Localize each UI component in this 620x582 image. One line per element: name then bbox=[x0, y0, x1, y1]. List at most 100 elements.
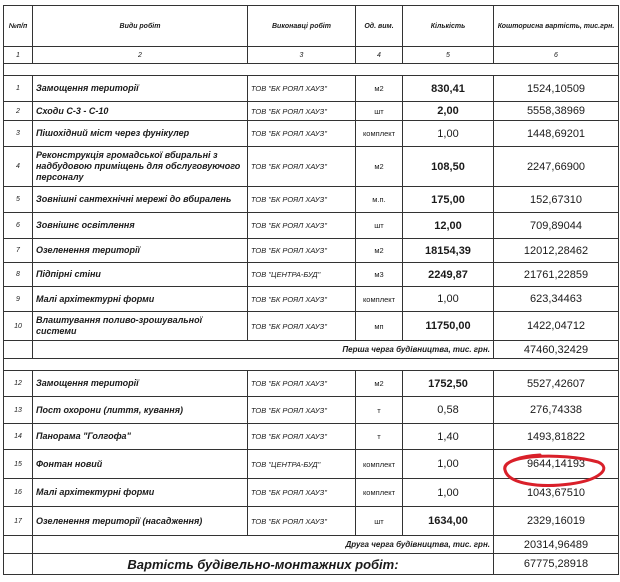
header-cost: Кошторисна вартість, тис.грн. bbox=[493, 5, 619, 47]
row-number: 13 bbox=[3, 396, 33, 424]
header-quantity: Кількість bbox=[402, 5, 494, 47]
contractor: ТОВ "ЦЕНТРА-БУД" bbox=[247, 262, 356, 287]
contractor: ТОВ "БК РОЯЛ ХАУЗ" bbox=[247, 212, 356, 239]
total-value: 67775,28918 bbox=[493, 553, 619, 575]
header-number: №п/п bbox=[3, 5, 33, 47]
estimated-cost: 2247,66900 bbox=[493, 146, 619, 187]
estimated-cost: 5558,38969 bbox=[493, 101, 619, 121]
unit: м2 bbox=[355, 75, 403, 102]
work-type: Пост охорони (лиття, кування) bbox=[32, 396, 248, 424]
quantity: 1,00 bbox=[402, 478, 494, 507]
unit: м2 bbox=[355, 238, 403, 263]
contractor: ТОВ "БК РОЯЛ ХАУЗ" bbox=[247, 286, 356, 312]
estimated-cost: 709,89044 bbox=[493, 212, 619, 239]
contractor: ТОВ "БК РОЯЛ ХАУЗ" bbox=[247, 423, 356, 450]
blank-cell bbox=[3, 340, 33, 359]
work-type: Фонтан новий bbox=[32, 449, 248, 479]
work-type: Підпірні стіни bbox=[32, 262, 248, 287]
work-type: Пішохідний міст через фунікулер bbox=[32, 120, 248, 147]
blank-cell bbox=[3, 535, 33, 554]
contractor: ТОВ "БК РОЯЛ ХАУЗ" bbox=[247, 478, 356, 507]
estimated-cost: 21761,22859 bbox=[493, 262, 619, 287]
header-contractor: Виконавці робіт bbox=[247, 5, 356, 47]
cost-estimate-table: №п/п Види робіт Виконавці робіт Од. вим.… bbox=[3, 5, 619, 575]
table-row: 4 Реконструкція громадської вбиральні з н… bbox=[3, 146, 619, 187]
estimated-cost: 5527,42607 bbox=[493, 370, 619, 397]
column-number: 2 bbox=[32, 46, 248, 64]
subtotal-row: Перша черга будівництва, тис. грн. 47460,… bbox=[3, 340, 619, 359]
total-row: Вартість будівельно-монтажних робіт: 6777… bbox=[3, 553, 619, 575]
quantity: 830,41 bbox=[402, 75, 494, 102]
unit: т bbox=[355, 423, 403, 450]
table-row: 2 Сходи С-3 - С-10 ТОВ "БК РОЯЛ ХАУЗ" шт 2,0… bbox=[3, 101, 619, 121]
estimated-cost: 152,67310 bbox=[493, 186, 619, 213]
table-row: 5 Зовнішні сантехнічні мережі до вбирален… bbox=[3, 186, 619, 213]
contractor: ТОВ "БК РОЯЛ ХАУЗ" bbox=[247, 75, 356, 102]
row-number: 14 bbox=[3, 423, 33, 450]
quantity: 1752,50 bbox=[402, 370, 494, 397]
unit: м2 bbox=[355, 146, 403, 187]
work-type: Панорама "Голгофа" bbox=[32, 423, 248, 450]
table-row: 1 Замощення території ТОВ "БК РОЯЛ ХАУЗ" м2… bbox=[3, 75, 619, 102]
blank-cell bbox=[3, 358, 619, 371]
quantity: 18154,39 bbox=[402, 238, 494, 263]
spacer-row bbox=[3, 358, 619, 371]
row-number: 3 bbox=[3, 120, 33, 147]
quantity: 11750,00 bbox=[402, 311, 494, 341]
table-row: 8 Підпірні стіни ТОВ "ЦЕНТРА-БУД" м3 2249,87… bbox=[3, 262, 619, 287]
subtotal-label: Перша черга будівництва, тис. грн. bbox=[32, 340, 494, 359]
total-label: Вартість будівельно-монтажних робіт: bbox=[32, 553, 494, 575]
work-type: Сходи С-3 - С-10 bbox=[32, 101, 248, 121]
estimated-cost: 9644,14193 bbox=[493, 449, 619, 479]
quantity: 1,40 bbox=[402, 423, 494, 450]
row-number: 5 bbox=[3, 186, 33, 213]
work-type: Озеленення території (насадження) bbox=[32, 506, 248, 536]
unit: шт bbox=[355, 506, 403, 536]
contractor: ТОВ "ЦЕНТРА-БУД" bbox=[247, 449, 356, 479]
spacer-row bbox=[3, 63, 619, 76]
quantity: 1,00 bbox=[402, 286, 494, 312]
quantity: 1,00 bbox=[402, 449, 494, 479]
unit: комплект bbox=[355, 286, 403, 312]
column-number-row: 1 2 3 4 5 6 bbox=[3, 46, 619, 64]
quantity: 175,00 bbox=[402, 186, 494, 213]
contractor: ТОВ "БК РОЯЛ ХАУЗ" bbox=[247, 146, 356, 187]
subtotal-value: 47460,32429 bbox=[493, 340, 619, 359]
table-row: 14 Панорама "Голгофа" ТОВ "БК РОЯЛ ХАУЗ" т 1… bbox=[3, 423, 619, 450]
unit: т bbox=[355, 396, 403, 424]
unit: комплект bbox=[355, 478, 403, 507]
header-work: Види робіт bbox=[32, 5, 248, 47]
unit: м.п. bbox=[355, 186, 403, 213]
quantity: 0,58 bbox=[402, 396, 494, 424]
row-number: 15 bbox=[3, 449, 33, 479]
table-row: 17 Озеленення території (насадження) ТОВ "… bbox=[3, 506, 619, 536]
contractor: ТОВ "БК РОЯЛ ХАУЗ" bbox=[247, 396, 356, 424]
unit: шт bbox=[355, 101, 403, 121]
contractor: ТОВ "БК РОЯЛ ХАУЗ" bbox=[247, 370, 356, 397]
unit: мп bbox=[355, 311, 403, 341]
row-number: 2 bbox=[3, 101, 33, 121]
blank-cell bbox=[3, 553, 33, 575]
column-number: 4 bbox=[355, 46, 403, 64]
header-unit: Од. вим. bbox=[355, 5, 403, 47]
contractor: ТОВ "БК РОЯЛ ХАУЗ" bbox=[247, 186, 356, 213]
unit: м3 bbox=[355, 262, 403, 287]
quantity: 2,00 bbox=[402, 101, 494, 121]
work-type: Замощення території bbox=[32, 75, 248, 102]
column-number: 6 bbox=[493, 46, 619, 64]
work-type: Малі архітектурні форми bbox=[32, 286, 248, 312]
unit: шт bbox=[355, 212, 403, 239]
table-row: 13 Пост охорони (лиття, кування) ТОВ "БК Р… bbox=[3, 396, 619, 424]
work-type: Зовнішнє освітлення bbox=[32, 212, 248, 239]
quantity: 1,00 bbox=[402, 120, 494, 147]
contractor: ТОВ "БК РОЯЛ ХАУЗ" bbox=[247, 120, 356, 147]
contractor: ТОВ "БК РОЯЛ ХАУЗ" bbox=[247, 238, 356, 263]
unit: комплект bbox=[355, 449, 403, 479]
table-row: 9 Малі архітектурні форми ТОВ "БК РОЯЛ ХАУ… bbox=[3, 286, 619, 312]
work-type: Зовнішні сантехнічні мережі до вбиралень bbox=[32, 186, 248, 213]
quantity: 108,50 bbox=[402, 146, 494, 187]
estimated-cost: 1448,69201 bbox=[493, 120, 619, 147]
row-number: 10 bbox=[3, 311, 33, 341]
contractor: ТОВ "БК РОЯЛ ХАУЗ" bbox=[247, 506, 356, 536]
table-row: 10 Влаштування поливо-зрошувальної систем… bbox=[3, 311, 619, 341]
